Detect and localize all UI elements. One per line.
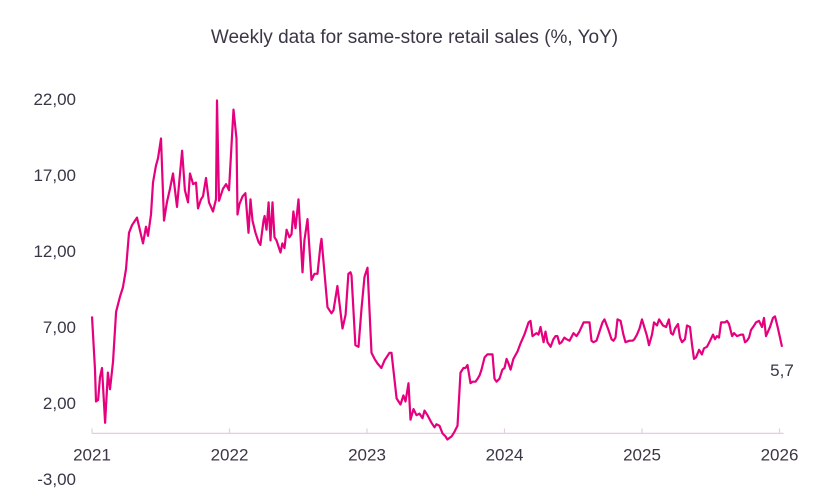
y-tick-label: -3,00 (37, 470, 76, 489)
y-tick-label: 17,00 (33, 166, 76, 185)
x-tick-label: 2024 (486, 445, 524, 464)
y-tick-label: 22,00 (33, 90, 76, 109)
series-group (90, 99, 784, 441)
x-tick-label: 2026 (761, 445, 799, 464)
y-tick-label: 2,00 (43, 394, 76, 413)
x-tick-label: 2022 (211, 445, 249, 464)
y-axis-ticks: 22,00 17,00 12,00 7,00 2,00 -3,00 (33, 90, 76, 489)
y-tick-label: 7,00 (43, 318, 76, 337)
chart-title: Weekly data for same-store retail sales … (210, 27, 619, 48)
x-tick-label: 2025 (623, 445, 661, 464)
y-tick-label: 12,00 (33, 242, 76, 261)
x-tick-label: 2023 (348, 445, 386, 464)
end-value-label: 5,7 (770, 361, 794, 380)
x-axis: 2021 2022 2023 2024 2025 2026 (73, 428, 798, 464)
x-tick-label: 2021 (73, 445, 111, 464)
series-line (90, 99, 784, 441)
